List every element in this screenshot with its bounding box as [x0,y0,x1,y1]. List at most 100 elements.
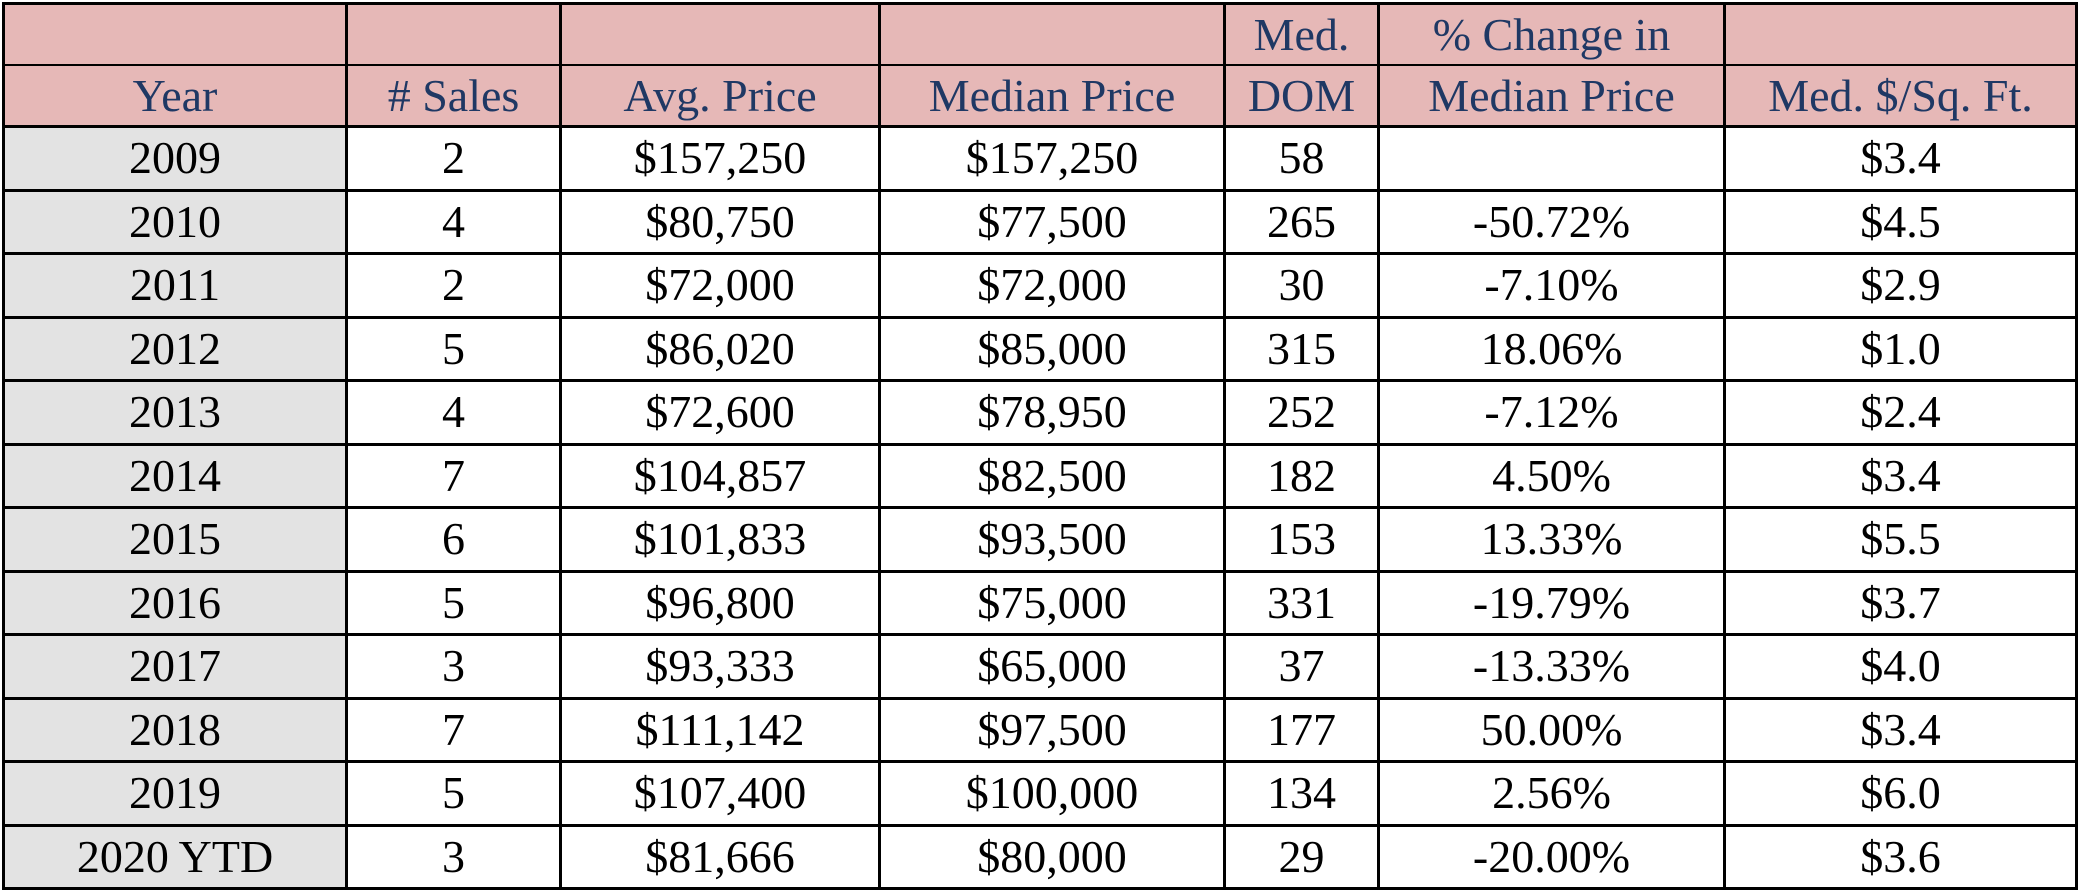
avg-price-cell: $80,750 [559,188,881,255]
pct-change-cell: 13.33% [1377,506,1726,573]
header-top-sales [345,2,562,66]
sales-cell: 2 [345,125,562,192]
avg-price-cell: $104,857 [559,442,881,509]
median-price-cell: $93,500 [878,506,1226,573]
header-row-top: Med. % Change in [2,2,2078,66]
dom-cell: 182 [1223,442,1380,509]
header-sales: # Sales [345,64,562,128]
year-cell: 2016 [2,569,348,636]
header-top-sqft [1723,2,2078,66]
year-cell: 2013 [2,379,348,446]
sales-cell: 4 [345,379,562,446]
pct-change-cell [1377,125,1726,192]
pct-change-cell: -7.12% [1377,379,1726,446]
sales-cell: 5 [345,760,562,827]
dom-cell: 265 [1223,188,1380,255]
median-price-cell: $78,950 [878,379,1226,446]
sqft-cell: $6.0 [1723,760,2078,827]
table-row: 2012 5 $86,020 $85,000 315 18.06% $1.0 [2,315,2078,382]
median-price-cell: $85,000 [878,315,1226,382]
table-row: 2019 5 $107,400 $100,000 134 2.56% $6.0 [2,760,2078,827]
avg-price-cell: $81,666 [559,823,881,890]
dom-cell: 315 [1223,315,1380,382]
median-price-cell: $97,500 [878,696,1226,763]
table-row: 2016 5 $96,800 $75,000 331 -19.79% $3.7 [2,569,2078,636]
year-cell: 2010 [2,188,348,255]
avg-price-cell: $93,333 [559,633,881,700]
pct-change-cell: -50.72% [1377,188,1726,255]
pct-change-cell: 18.06% [1377,315,1726,382]
sales-cell: 7 [345,696,562,763]
median-price-cell: $157,250 [878,125,1226,192]
dom-cell: 37 [1223,633,1380,700]
table-body: 2009 2 $157,250 $157,250 58 $3.4 2010 4 $80,750 $… [2,125,2078,890]
sqft-cell: $2.9 [1723,252,2078,319]
pct-change-cell: -20.00% [1377,823,1726,890]
header-dom: DOM [1223,64,1380,128]
sales-cell: 4 [345,188,562,255]
sqft-cell: $5.5 [1723,506,2078,573]
sqft-cell: $4.0 [1723,633,2078,700]
dom-cell: 252 [1223,379,1380,446]
avg-price-cell: $157,250 [559,125,881,192]
median-price-cell: $72,000 [878,252,1226,319]
table-row: 2009 2 $157,250 $157,250 58 $3.4 [2,125,2078,192]
header-top-median-price [878,2,1226,66]
year-cell: 2018 [2,696,348,763]
sales-cell: 7 [345,442,562,509]
sqft-cell: $2.4 [1723,379,2078,446]
avg-price-cell: $111,142 [559,696,881,763]
sales-cell: 2 [345,252,562,319]
pct-change-cell: 4.50% [1377,442,1726,509]
table-row: 2015 6 $101,833 $93,500 153 13.33% $5.5 [2,506,2078,573]
header-row-bottom: Year # Sales Avg. Price Median Price DOM… [2,64,2078,128]
header-sqft: Med. $/Sq. Ft. [1723,64,2078,128]
year-cell: 2015 [2,506,348,573]
sales-cell: 3 [345,633,562,700]
dom-cell: 331 [1223,569,1380,636]
median-price-cell: $82,500 [878,442,1226,509]
pct-change-cell: -13.33% [1377,633,1726,700]
header-pct-change: Median Price [1377,64,1726,128]
sqft-cell: $3.4 [1723,125,2078,192]
avg-price-cell: $107,400 [559,760,881,827]
dom-cell: 30 [1223,252,1380,319]
avg-price-cell: $72,000 [559,252,881,319]
avg-price-cell: $72,600 [559,379,881,446]
header-top-dom: Med. [1223,2,1380,66]
pct-change-cell: -19.79% [1377,569,1726,636]
pct-change-cell: 2.56% [1377,760,1726,827]
sqft-cell: $3.6 [1723,823,2078,890]
sqft-cell: $1.0 [1723,315,2078,382]
year-cell: 2019 [2,760,348,827]
header-avg-price: Avg. Price [559,64,881,128]
table-row: 2011 2 $72,000 $72,000 30 -7.10% $2.9 [2,252,2078,319]
pct-change-cell: 50.00% [1377,696,1726,763]
header-top-avg-price [559,2,881,66]
sqft-cell: $3.4 [1723,696,2078,763]
avg-price-cell: $86,020 [559,315,881,382]
avg-price-cell: $101,833 [559,506,881,573]
table-row: 2013 4 $72,600 $78,950 252 -7.12% $2.4 [2,379,2078,446]
table-row: 2018 7 $111,142 $97,500 177 50.00% $3.4 [2,696,2078,763]
table-row: 2017 3 $93,333 $65,000 37 -13.33% $4.0 [2,633,2078,700]
header-top-pct-change: % Change in [1377,2,1726,66]
sqft-cell: $4.5 [1723,188,2078,255]
year-cell: 2020 YTD [2,823,348,890]
median-price-cell: $77,500 [878,188,1226,255]
header-year: Year [2,64,348,128]
sqft-cell: $3.7 [1723,569,2078,636]
year-cell: 2012 [2,315,348,382]
table-row: 2020 YTD 3 $81,666 $80,000 29 -20.00% $3.6 [2,823,2078,890]
year-cell: 2011 [2,252,348,319]
dom-cell: 58 [1223,125,1380,192]
header-median-price: Median Price [878,64,1226,128]
avg-price-cell: $96,800 [559,569,881,636]
median-price-cell: $75,000 [878,569,1226,636]
median-price-cell: $100,000 [878,760,1226,827]
sales-cell: 5 [345,315,562,382]
dom-cell: 29 [1223,823,1380,890]
table-row: 2014 7 $104,857 $82,500 182 4.50% $3.4 [2,442,2078,509]
dom-cell: 153 [1223,506,1380,573]
